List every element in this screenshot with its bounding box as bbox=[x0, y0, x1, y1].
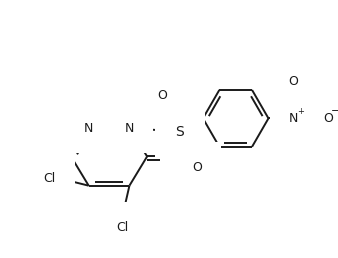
Text: O: O bbox=[288, 75, 298, 88]
Text: O: O bbox=[179, 150, 189, 163]
Text: O: O bbox=[193, 161, 202, 174]
Text: −: − bbox=[331, 106, 338, 116]
Text: S: S bbox=[175, 125, 184, 139]
Text: N: N bbox=[84, 122, 93, 135]
Text: +: + bbox=[297, 107, 304, 116]
Text: O: O bbox=[157, 90, 167, 102]
Text: O: O bbox=[323, 112, 333, 125]
Text: N: N bbox=[289, 112, 298, 125]
Text: Cl: Cl bbox=[44, 172, 56, 185]
Text: Cl: Cl bbox=[116, 221, 128, 234]
Text: N: N bbox=[125, 122, 134, 135]
